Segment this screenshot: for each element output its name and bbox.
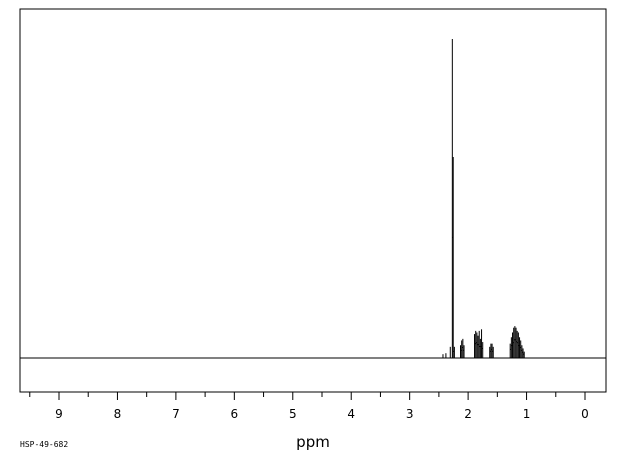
x-tick-label: 1 — [523, 407, 531, 421]
x-tick-label: 0 — [581, 407, 589, 421]
x-tick-label: 6 — [231, 407, 239, 421]
spectrum-code-label: HSP-49-682 — [20, 440, 68, 449]
x-axis-tick-labels: 9 8 7 6 5 4 3 2 1 0 — [55, 407, 589, 421]
x-axis-title: ppm — [296, 433, 330, 451]
plot-frame — [19, 8, 607, 393]
x-axis-ticks — [29, 392, 586, 400]
x-tick-label: 2 — [464, 407, 472, 421]
x-tick-label: 9 — [55, 407, 63, 421]
x-tick-label: 4 — [347, 407, 355, 421]
x-tick-label: 7 — [172, 407, 180, 421]
spectrum-peaks — [442, 39, 525, 358]
x-tick-label: 5 — [289, 407, 297, 421]
x-tick-label: 8 — [114, 407, 122, 421]
x-tick-label: 3 — [406, 407, 414, 421]
